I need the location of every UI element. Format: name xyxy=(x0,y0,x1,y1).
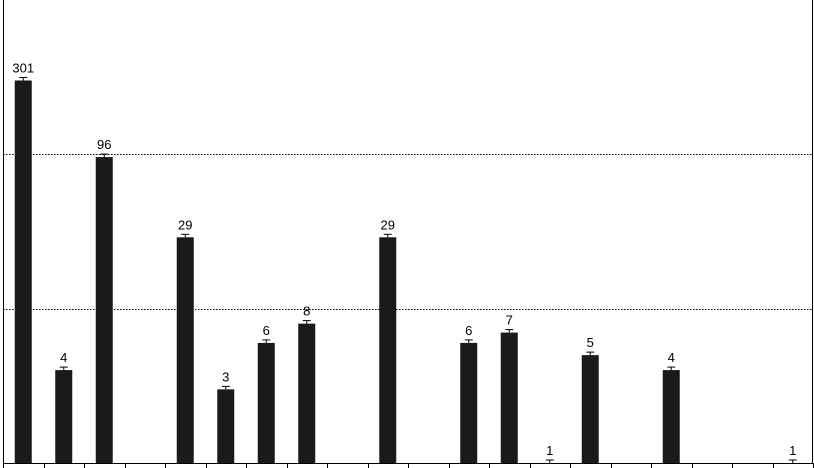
data-labels: 301 4 96 29 3 6 8 29 6 7 1 5 4 1 xyxy=(12,60,796,458)
data-label: 5 xyxy=(587,335,594,350)
data-label: 29 xyxy=(178,217,192,232)
data-label: 8 xyxy=(303,304,310,319)
bar xyxy=(257,342,275,463)
data-label: 7 xyxy=(506,313,513,328)
bar xyxy=(581,355,599,463)
data-label: 4 xyxy=(668,350,675,365)
bar xyxy=(298,323,316,463)
data-label: 1 xyxy=(789,443,796,458)
bars xyxy=(14,76,797,464)
gridlines xyxy=(3,154,813,310)
bar xyxy=(662,370,680,463)
data-label: 3 xyxy=(222,369,229,384)
data-label: 96 xyxy=(97,137,111,152)
axes xyxy=(3,0,814,468)
bar xyxy=(176,237,194,463)
bar xyxy=(379,237,397,463)
bar xyxy=(217,389,235,463)
data-label: 29 xyxy=(381,217,395,232)
bar xyxy=(500,332,518,463)
bar xyxy=(14,80,32,463)
data-label: 301 xyxy=(12,60,34,75)
data-label: 6 xyxy=(465,323,472,338)
data-label: 6 xyxy=(263,323,270,338)
bar xyxy=(55,370,73,463)
bar xyxy=(95,157,113,464)
data-label: 1 xyxy=(546,443,553,458)
bar xyxy=(460,342,478,463)
data-label: 4 xyxy=(60,350,67,365)
